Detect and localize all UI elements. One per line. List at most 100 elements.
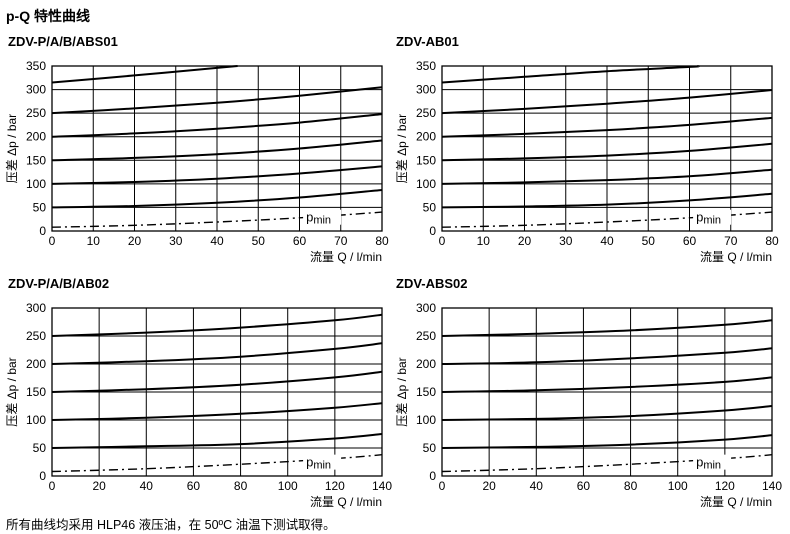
pmin-curve — [442, 211, 772, 228]
x-tick-label: 0 — [49, 234, 56, 248]
x-tick-label: 10 — [477, 234, 491, 248]
x-tick-label: 80 — [765, 234, 779, 248]
chart-title: ZDV-P/A/B/ABS01 — [8, 34, 118, 49]
pmin-label: pmin — [696, 210, 721, 227]
pressure-curve — [442, 376, 772, 393]
x-tick-label: 80 — [375, 234, 389, 248]
pressure-curve — [442, 89, 772, 115]
page-title: p-Q 特性曲线 — [6, 8, 90, 24]
pmin-label-main: p — [696, 455, 703, 470]
pressure-curve — [52, 402, 382, 421]
pressure-curve — [52, 65, 238, 84]
x-tick-label: 40 — [600, 234, 614, 248]
pmin-label-sub: min — [703, 215, 721, 227]
y-tick-label: 0 — [429, 224, 436, 238]
pmin-label-sub: min — [313, 215, 331, 227]
x-tick-label: 70 — [334, 234, 348, 248]
chart-title: ZDV-AB01 — [396, 34, 459, 49]
pmin-label-sub: min — [313, 460, 331, 472]
pressure-curve — [52, 86, 382, 115]
pmin-label-background — [693, 454, 732, 470]
chart-title: ZDV-ABS02 — [396, 276, 468, 291]
pmin-curve — [442, 454, 772, 473]
y-tick-label: 250 — [416, 106, 436, 120]
plot-frame — [441, 65, 773, 232]
pressure-curve — [52, 342, 382, 365]
chart-plot: 0 10 20 30 40 50 60 70 80 0 50 100 150 200 250 300 350 流量… — [5, 59, 389, 264]
x-tick-label: 60 — [577, 479, 591, 493]
pmin-label-sub: min — [703, 460, 721, 472]
x-tick-label: 70 — [724, 234, 738, 248]
y-tick-label: 150 — [416, 385, 436, 399]
x-tick-label: 30 — [169, 234, 183, 248]
x-tick-label: 60 — [187, 479, 201, 493]
x-axis-label: 流量 Q / l/min — [700, 495, 772, 509]
y-tick-label: 250 — [416, 329, 436, 343]
y-tick-label: 300 — [416, 301, 436, 315]
y-tick-label: 300 — [416, 83, 436, 97]
y-tick-label: 150 — [416, 153, 436, 167]
pressure-curve — [442, 434, 772, 449]
pmin-label-background — [303, 454, 342, 470]
y-tick-label: 0 — [39, 224, 46, 238]
y-axis-label: 压差 Δp / bar — [5, 357, 19, 426]
y-tick-label: 200 — [416, 130, 436, 144]
y-tick-label: 250 — [26, 329, 46, 343]
y-tick-label: 300 — [26, 301, 46, 315]
x-tick-label: 100 — [668, 479, 688, 493]
pmin-curve — [52, 211, 382, 228]
x-tick-label: 0 — [439, 479, 446, 493]
x-tick-label: 30 — [559, 234, 573, 248]
y-tick-label: 50 — [423, 200, 437, 214]
pmin-label-main: p — [306, 455, 313, 470]
pressure-curve — [52, 189, 382, 209]
x-tick-label: 20 — [128, 234, 142, 248]
y-tick-label: 150 — [26, 153, 46, 167]
pmin-curve — [52, 454, 382, 473]
pmin-label-main: p — [306, 210, 313, 225]
pressure-curve — [442, 405, 772, 421]
pressure-curve — [442, 65, 700, 84]
chart-title: ZDV-P/A/B/AB02 — [8, 276, 110, 291]
pressure-curve — [442, 192, 772, 209]
y-tick-label: 100 — [26, 177, 46, 191]
pressure-curve — [52, 139, 382, 162]
chart-plot: 0 10 20 30 40 50 60 70 80 0 50 100 150 200 250 300 350 流量… — [395, 59, 779, 264]
pressure-curve — [442, 116, 772, 138]
x-tick-label: 80 — [624, 479, 638, 493]
pmin-label: pmin — [696, 455, 721, 472]
pmin-label-background — [693, 209, 732, 225]
x-tick-label: 0 — [439, 234, 446, 248]
x-tick-label: 40 — [140, 479, 154, 493]
y-axis-label: 压差 Δp / bar — [395, 357, 409, 426]
x-tick-label: 80 — [234, 479, 248, 493]
pressure-curve — [442, 319, 772, 337]
x-tick-label: 20 — [92, 479, 106, 493]
y-tick-label: 250 — [26, 106, 46, 120]
y-tick-label: 50 — [33, 441, 47, 455]
x-tick-label: 120 — [715, 479, 735, 493]
y-tick-label: 100 — [26, 413, 46, 427]
x-tick-label: 20 — [482, 479, 496, 493]
x-tick-label: 100 — [278, 479, 298, 493]
pmin-label: pmin — [306, 455, 331, 472]
footnote: 所有曲线均采用 HLP46 液压油，在 50ºC 油温下测试取得。 — [6, 518, 336, 532]
y-tick-label: 50 — [33, 200, 47, 214]
x-tick-label: 0 — [49, 479, 56, 493]
x-tick-label: 140 — [372, 479, 392, 493]
y-tick-label: 200 — [416, 357, 436, 371]
x-tick-label: 60 — [683, 234, 697, 248]
x-tick-label: 120 — [325, 479, 345, 493]
x-axis-label: 流量 Q / l/min — [700, 250, 772, 264]
pressure-curve — [442, 168, 772, 185]
pmin-label: pmin — [306, 210, 331, 227]
x-tick-label: 50 — [642, 234, 656, 248]
x-tick-label: 40 — [530, 479, 544, 493]
pmin-label-main: p — [696, 210, 703, 225]
x-tick-label: 40 — [210, 234, 224, 248]
pressure-curve — [442, 142, 772, 162]
x-axis-label: 流量 Q / l/min — [310, 495, 382, 509]
x-tick-label: 10 — [87, 234, 101, 248]
y-axis-label: 压差 Δp / bar — [5, 114, 19, 183]
chart-plot: 0 20 40 60 80 100 120 140 0 50 100 150 200 250 300 流量 Q… — [395, 301, 782, 509]
